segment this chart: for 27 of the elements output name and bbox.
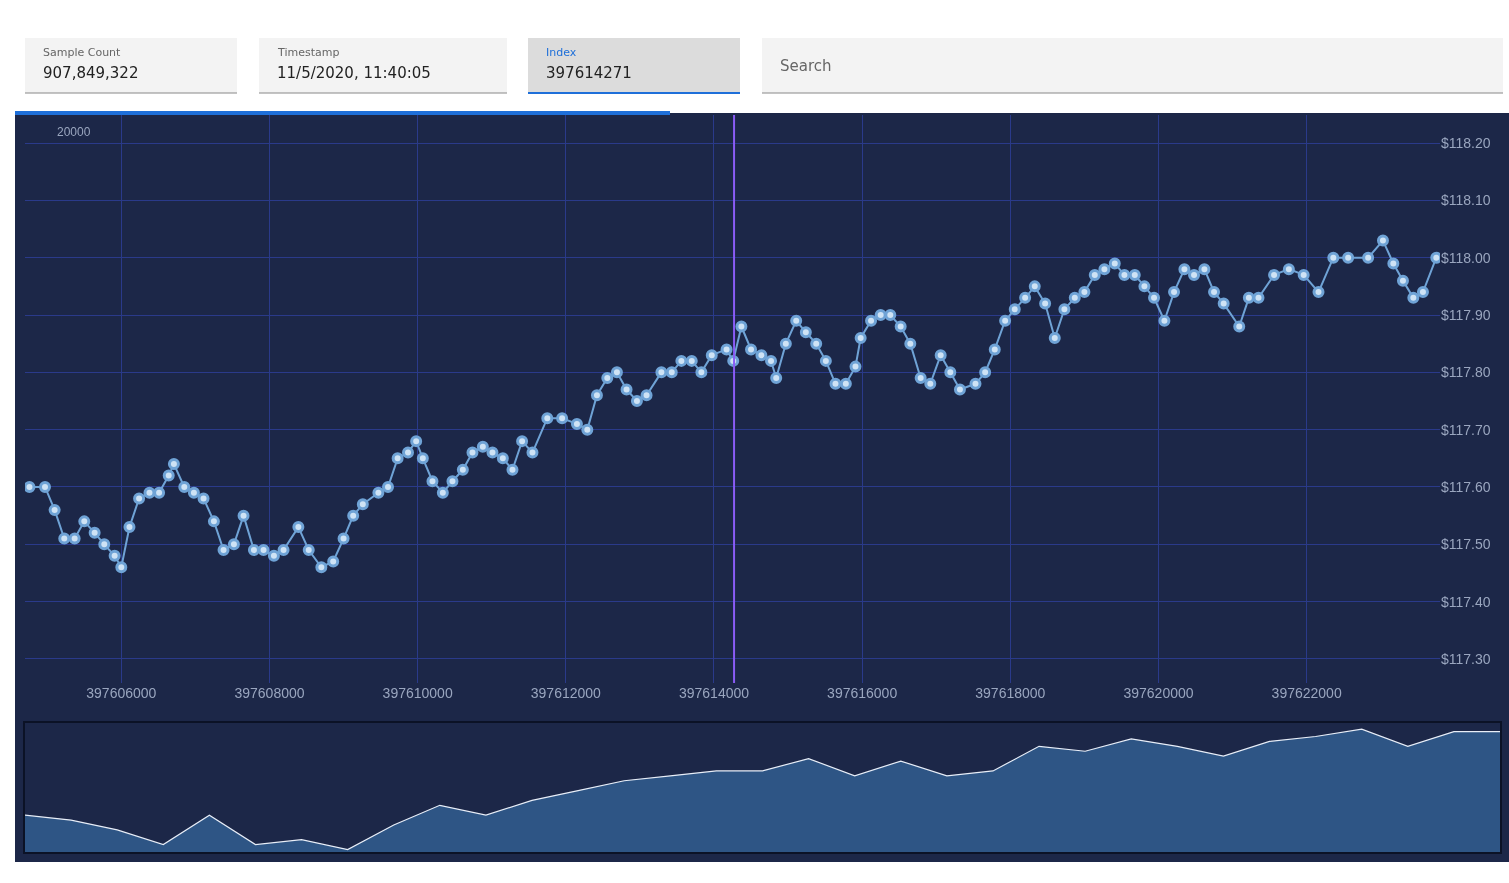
annotation: 20000: [57, 125, 91, 139]
y-tick-label: $118.00: [1441, 249, 1491, 266]
y-tick-label: $118.10: [1441, 192, 1491, 209]
y-tick-label: $117.40: [1441, 593, 1491, 610]
x-tick-label: 397610000: [382, 685, 453, 701]
y-tick-label: $117.50: [1441, 536, 1491, 553]
y-tick-label: $117.70: [1441, 421, 1491, 438]
text: Sample Count: [43, 46, 122, 59]
y-tick-label: $117.80: [1441, 364, 1491, 381]
y-tick-label: $117.30: [1441, 650, 1491, 667]
y-tick-label: $118.20: [1441, 134, 1491, 151]
x-tick-label: 397608000: [234, 685, 305, 701]
text: 907,849,322: [43, 64, 139, 82]
text: Index: [546, 46, 577, 59]
text: Search: [780, 57, 832, 75]
x-tick-label: 397616000: [827, 685, 898, 701]
y-tick-label: $117.90: [1441, 306, 1491, 323]
x-tick-label: 397612000: [530, 685, 602, 701]
text: 11/5/2020, 11:40:05: [277, 64, 431, 82]
text: Timestamp: [277, 46, 340, 59]
x-tick-label: 397618000: [975, 685, 1046, 701]
x-tick-label: 397620000: [1123, 685, 1194, 701]
text: 397614271: [546, 64, 632, 82]
x-tick-label: 397622000: [1271, 685, 1342, 701]
x-tick-label: 397606000: [86, 685, 157, 701]
y-tick-label: $117.60: [1441, 478, 1491, 495]
x-tick-label: 397614000: [678, 685, 750, 701]
